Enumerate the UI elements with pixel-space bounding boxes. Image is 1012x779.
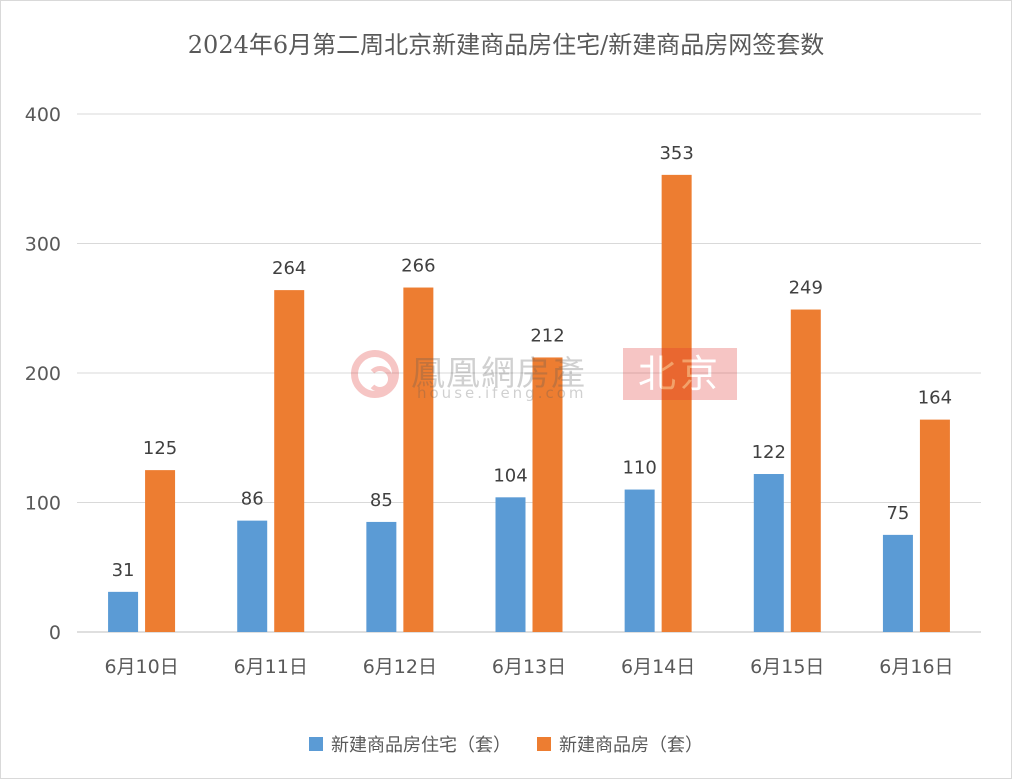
- bar-residential: [882, 534, 913, 632]
- data-label: 164: [918, 388, 952, 409]
- y-tick-label: 100: [25, 493, 61, 515]
- bar-commercial: [661, 174, 692, 633]
- bar-residential: [237, 520, 268, 632]
- data-label: 104: [493, 465, 527, 486]
- legend-label-commercial: 新建商品房（套）: [559, 735, 703, 756]
- chart-title: 2024年6月第二周北京新建商品房住宅/新建商品房网签套数: [187, 31, 825, 59]
- legend-label-residential: 新建商品房住宅（套）: [331, 735, 511, 756]
- bar-commercial: [790, 309, 821, 632]
- bar-residential: [624, 489, 655, 632]
- data-label: 249: [789, 278, 823, 299]
- y-tick-label: 400: [25, 104, 61, 126]
- x-tick-label: 6月11日: [234, 656, 308, 678]
- x-tick-label: 6月14日: [621, 656, 695, 678]
- bar-residential: [366, 521, 397, 632]
- data-label: 86: [241, 489, 264, 510]
- legend-item-commercial: 新建商品房（套）: [537, 731, 703, 757]
- bar-residential: [108, 591, 139, 632]
- bar-commercial: [403, 287, 434, 632]
- y-tick-label: 0: [49, 622, 61, 644]
- chart-legend: 新建商品房住宅（套） 新建商品房（套）: [1, 731, 1011, 757]
- data-label: 122: [752, 442, 786, 463]
- data-label: 75: [886, 503, 909, 524]
- data-label: 31: [112, 560, 135, 581]
- bar-commercial: [274, 290, 305, 632]
- data-label: 264: [272, 258, 306, 279]
- data-label: 212: [530, 325, 564, 346]
- data-label: 353: [659, 143, 693, 164]
- data-label: 110: [622, 458, 656, 479]
- bar-commercial: [145, 470, 176, 632]
- x-tick-label: 6月10日: [104, 656, 178, 678]
- bar-commercial: [532, 357, 563, 632]
- y-tick-label: 300: [25, 234, 61, 256]
- x-tick-label: 6月13日: [492, 656, 566, 678]
- legend-swatch-commercial: [537, 737, 551, 751]
- bar-commercial: [919, 419, 950, 632]
- x-tick-label: 6月12日: [363, 656, 437, 678]
- x-tick-label: 6月16日: [879, 656, 953, 678]
- data-label: 125: [143, 438, 177, 459]
- legend-item-residential: 新建商品房住宅（套）: [309, 731, 511, 757]
- bar-residential: [495, 497, 526, 632]
- y-tick-label: 200: [25, 363, 61, 385]
- data-label: 85: [370, 490, 393, 511]
- bar-residential: [753, 474, 784, 632]
- data-label: 266: [401, 256, 435, 277]
- x-tick-label: 6月15日: [750, 656, 824, 678]
- legend-swatch-residential: [309, 737, 323, 751]
